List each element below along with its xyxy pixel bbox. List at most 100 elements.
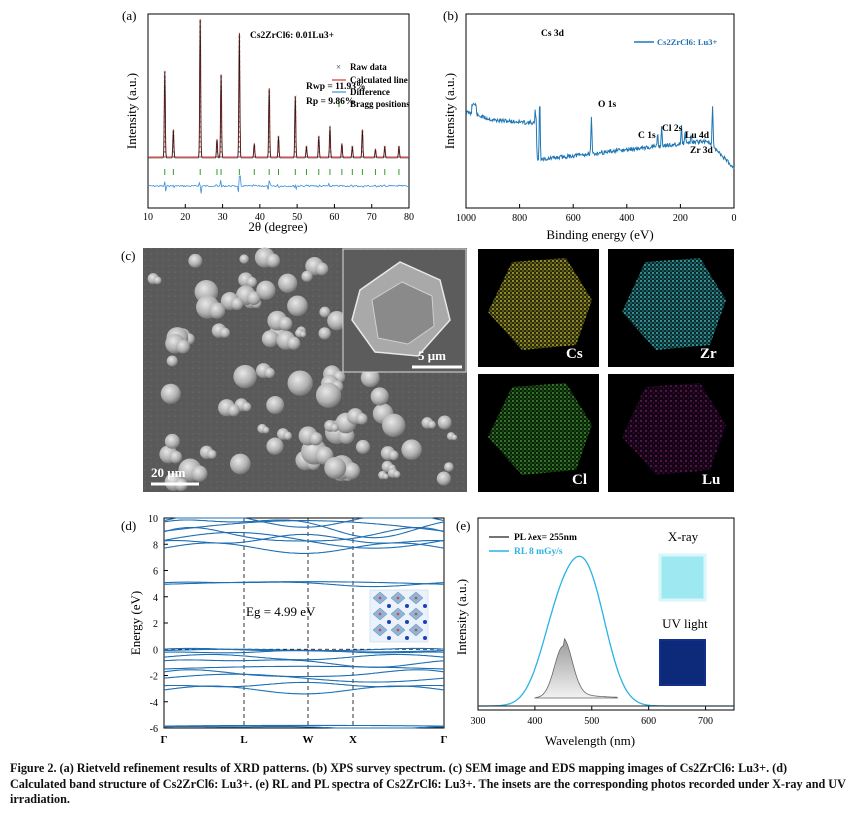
raw-data-marker: × xyxy=(238,145,241,151)
raw-data-marker: × xyxy=(219,100,222,106)
sem-inset-scalebar-label: 5 μm xyxy=(418,348,446,363)
eds-label-cs: Cs xyxy=(566,346,583,362)
legend-difference: Difference xyxy=(350,87,390,97)
raw-data-marker: × xyxy=(267,155,270,161)
raw-data-marker: × xyxy=(267,110,270,116)
kpoint-label: W xyxy=(303,734,314,746)
xps-peak-c1s: C 1s xyxy=(638,131,656,141)
sem-particle xyxy=(227,404,240,417)
raw-data-marker: × xyxy=(267,120,270,126)
raw-data-marker: × xyxy=(199,50,202,56)
panel-d-label: (d) xyxy=(121,518,136,533)
kpoint-label: Γ xyxy=(441,734,448,746)
raw-data-marker: × xyxy=(267,150,270,156)
raw-data-marker: × xyxy=(238,130,241,136)
calculated-line xyxy=(148,18,409,158)
sem-particle xyxy=(327,311,347,331)
raw-data-marker: × xyxy=(219,110,222,116)
eds-map-cl: Cl xyxy=(478,374,599,492)
panel-a-sample-label: Cs2ZrCl6: 0.01Lu3+ xyxy=(250,31,334,41)
panel-a-frame xyxy=(147,13,410,209)
raw-data-marker: × xyxy=(253,155,256,161)
energy-band xyxy=(164,665,444,670)
sem-particle xyxy=(393,470,401,478)
raw-data-marker: × xyxy=(361,155,364,161)
zr-atom xyxy=(396,596,400,600)
sem-particle xyxy=(265,253,281,268)
xps-peak-lu4d: Lu 4d xyxy=(685,131,710,141)
raw-data-marker: × xyxy=(238,50,241,56)
raw-data-marker: × xyxy=(267,125,270,131)
raw-data-marker: × xyxy=(383,150,386,156)
x-tick-label: 300 xyxy=(471,716,486,727)
raw-data-marker: × xyxy=(294,100,297,106)
sem-particle xyxy=(286,336,301,350)
zr-atom xyxy=(378,612,382,616)
raw-data-marker: × xyxy=(238,150,241,156)
y-tick-label: -6 xyxy=(150,724,158,735)
raw-data-marker: × xyxy=(199,85,202,91)
sem-particle xyxy=(166,355,178,367)
x-tick-label: 20 xyxy=(180,212,190,223)
x-tick-label: 10 xyxy=(143,212,153,223)
x-tick-label: 400 xyxy=(619,213,634,224)
raw-data-marker: × xyxy=(238,95,241,101)
x-tick-label: 200 xyxy=(673,213,688,224)
eds-map-zr-hexagon xyxy=(622,258,726,350)
panel-d-gap-label: Eg = 4.99 eV xyxy=(246,604,316,619)
inset-uv-photo xyxy=(659,639,706,686)
sem-particle xyxy=(239,254,249,264)
raw-data-marker: × xyxy=(215,155,218,161)
raw-data-marker: × xyxy=(305,145,308,151)
raw-data-marker: × xyxy=(328,155,331,161)
energy-band xyxy=(163,542,445,554)
energy-band xyxy=(163,519,445,539)
eds-map-cs: Cs xyxy=(478,249,599,367)
raw-data-marker: × xyxy=(294,110,297,116)
raw-data-marker: × xyxy=(219,150,222,156)
raw-data-marker: × xyxy=(253,150,256,156)
raw-data-marker: × xyxy=(374,155,377,161)
panel-b-ylabel: Intensity (a.u.) xyxy=(442,73,457,149)
raw-data-marker: × xyxy=(328,140,331,146)
raw-data-marker: × xyxy=(163,105,166,111)
raw-data-marker: × xyxy=(199,45,202,51)
raw-data-marker: × xyxy=(267,105,270,111)
eds-map-lu-hexagon xyxy=(622,383,726,475)
panel-a-rp: Rp = 9.86% xyxy=(306,97,354,107)
sem-particle xyxy=(246,291,261,306)
raw-data-marker: × xyxy=(351,155,354,161)
xps-peak-cl2s: Cl 2s xyxy=(662,124,683,134)
raw-data-marker: × xyxy=(163,100,166,106)
raw-data-marker: × xyxy=(361,140,364,146)
raw-data-marker: × xyxy=(219,145,222,151)
rl-pl-plot xyxy=(478,555,734,707)
crystal-structure-inset xyxy=(369,589,429,643)
energy-band xyxy=(163,533,445,544)
energy-band xyxy=(163,531,445,549)
panel-a-legend: × Raw data Calculated line Difference Br… xyxy=(332,62,410,109)
raw-data-marker: × xyxy=(340,155,343,161)
raw-data-marker: × xyxy=(267,140,270,146)
sem-particle xyxy=(343,462,360,480)
raw-data-marker: × xyxy=(199,130,202,136)
raw-data-marker: × xyxy=(267,115,270,121)
raw-data-marker: × xyxy=(163,75,166,81)
x-tick-label: 30 xyxy=(218,212,228,223)
raw-data-marker: × xyxy=(277,155,280,161)
raw-data-marker: × xyxy=(163,120,166,126)
zr-atom xyxy=(414,596,418,600)
raw-data-marker: × xyxy=(317,155,320,161)
sem-particle xyxy=(287,295,308,317)
raw-data-marker: × xyxy=(163,155,166,161)
sem-particle xyxy=(266,437,284,455)
raw-data-marker: × xyxy=(294,95,297,101)
x-tick-label: 40 xyxy=(255,212,265,223)
cs-atom xyxy=(387,604,391,608)
raw-data-marker: × xyxy=(317,140,320,146)
panel-b-frame xyxy=(465,13,735,209)
raw-data-marker: × xyxy=(199,150,202,156)
panel-d: (d) -6 -4 -2 0 2 4 6 8 10 Γ L W X Γ Eg = 4.99 eV Ene… xyxy=(121,514,448,746)
xps-peak-o1s: O 1s xyxy=(598,100,617,110)
